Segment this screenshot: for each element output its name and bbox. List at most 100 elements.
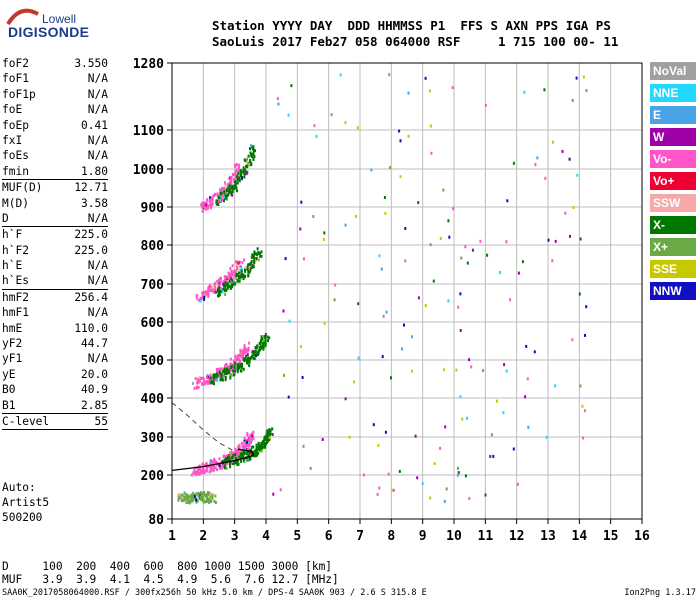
scattered-echo [578,292,581,296]
echo-mark [230,451,233,455]
echo-mark [250,438,253,442]
param-row: yF1 N/A [2,351,108,366]
echo-mark [223,458,226,462]
echo-mark [225,457,227,461]
echo-mark [216,192,219,196]
scattered-echo [575,76,578,80]
legend-item-w: W [650,128,696,146]
param-key: foEp [2,118,29,132]
echo-mark [257,443,260,446]
auto-code: 500200 [2,511,43,524]
echo-mark [222,459,225,463]
echo-mark [258,341,261,345]
param-key: yE [2,367,16,381]
param-value: N/A [87,259,108,273]
param-key: h`E [2,259,23,273]
echo-mark [243,436,246,440]
echo-mark [244,266,247,269]
echo-mark [220,367,223,371]
x-tick-label: 11 [478,529,494,544]
echo-mark [234,369,237,373]
echo-mark [241,454,243,458]
echo-mark [243,170,246,174]
param-row: yF2 44.7 [2,336,108,351]
scattered-echo [445,487,448,491]
echo-mark [212,466,215,470]
y-tick-label: 1100 [133,124,164,139]
echo-mark [218,466,221,470]
plot-frame [171,62,643,520]
echo-mark [234,170,237,173]
echo-mark [192,381,194,385]
param-value: 225.0 [74,243,108,257]
echo-mark [178,493,181,497]
echo-mark [202,500,205,504]
echo-mark [247,273,250,277]
scattered-echo [543,88,546,92]
scattered-echo [505,240,508,244]
scaled-parameters-panel: foF2 3.550 foF1 N/A foF1p N/A foE N/A foEp 0.41 fx… [2,56,108,431]
param-key: foF1 [2,72,29,86]
param-key: MUF(D) [2,181,43,195]
echo-mark [232,373,235,377]
scattered-echo [344,121,347,125]
param-value: 44.7 [81,337,108,351]
scattered-echo [525,344,528,348]
echo-mark [238,178,241,182]
echo-mark [213,378,216,382]
echo-mark [231,285,234,289]
echo-mark [219,367,222,371]
param-row: foE N/A [2,102,108,117]
echo-mark [249,436,252,440]
echo-mark [222,287,225,291]
scattered-echo [288,319,291,323]
echo-mark [231,271,234,275]
echo-mark [240,276,243,280]
echo-mark [210,492,213,496]
scattered-echo [323,321,326,325]
echo-mark [234,449,237,453]
echo-mark [257,451,260,455]
echo-mark [250,255,253,259]
echo-mark [217,370,220,374]
echo-mark [203,297,205,301]
echo-mark [232,359,235,363]
echo-mark [249,147,251,151]
scattered-echo [309,466,312,470]
echo-mark [268,428,271,432]
echo-mark [256,453,259,457]
echo-mark [244,357,247,361]
echo-mark [257,351,260,355]
echo-mark [252,430,255,434]
echo-mark [181,493,184,497]
scattered-echo [277,102,280,106]
param-key: yF2 [2,337,23,351]
scattered-echo [534,163,537,167]
echo-mark [234,180,237,184]
echo-mark [230,277,233,281]
scattered-echo [492,454,495,458]
scattered-echo [313,124,316,128]
echo-mark [231,264,234,268]
scattered-echo [521,260,524,264]
echo-mark [225,197,228,201]
echo-mark [216,378,219,382]
echo-mark [214,192,217,196]
y-tick-label: 800 [141,239,165,254]
echo-mark [230,176,233,179]
scattered-echo [403,323,405,327]
param-row: h`F 225.0 [2,227,108,242]
y-tick-label: 600 [141,316,165,331]
echo-mark [216,202,219,206]
muf-value-row: MUF 3.9 3.9 4.1 4.5 4.9 5.6 7.6 12.7 [MH… [2,573,339,586]
echo-mark [197,379,200,383]
echo-mark [229,454,232,458]
echo-mark [213,468,216,472]
echo-mark [253,155,256,158]
scattered-echo [378,486,381,490]
echo-mark [226,282,229,286]
echo-mark [199,299,202,303]
scattered-echo [551,259,554,263]
echo-mark [214,286,217,290]
x-tick-label: 14 [572,529,588,544]
